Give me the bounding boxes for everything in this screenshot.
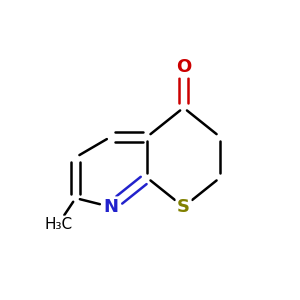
Text: N: N (103, 198, 118, 216)
Text: H₃C: H₃C (44, 217, 72, 232)
Text: S: S (177, 198, 190, 216)
Text: O: O (176, 58, 191, 76)
